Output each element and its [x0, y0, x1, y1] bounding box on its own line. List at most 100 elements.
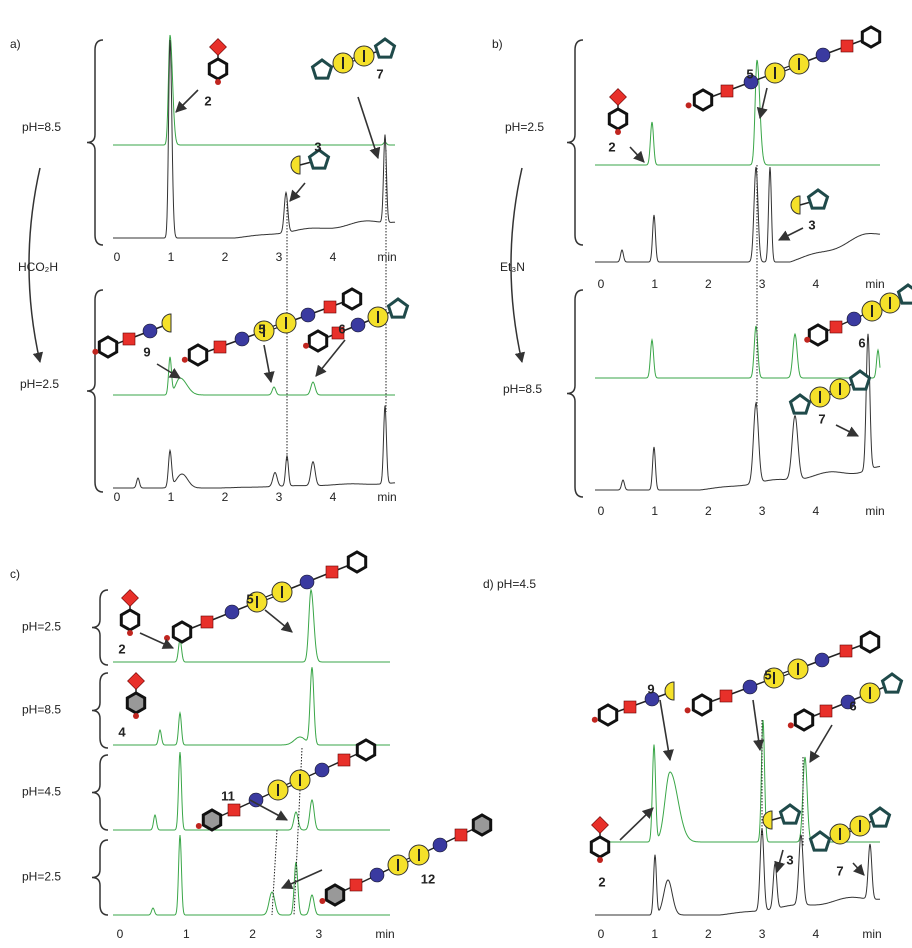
compound-label: 6 [338, 321, 345, 336]
dot-icon [127, 630, 133, 636]
arrow [836, 425, 858, 436]
x-tick-label: 4 [330, 250, 337, 264]
x-tick-label: 0 [598, 277, 605, 291]
pentagon-icon [899, 285, 912, 303]
square-icon [228, 804, 240, 816]
chromatogram-trace [595, 326, 880, 378]
x-tick-label: 1 [651, 927, 658, 941]
square-icon [455, 829, 467, 841]
circle-icon [847, 312, 861, 326]
ring-icon [599, 705, 616, 725]
square-icon [830, 321, 842, 333]
dot-icon [685, 707, 691, 713]
ring-icon [189, 345, 206, 365]
square-icon [350, 879, 362, 891]
dot-icon [215, 79, 221, 85]
half-circle-icon [162, 314, 171, 332]
panel-label: a) [10, 37, 21, 51]
square-icon [840, 645, 852, 657]
square-icon [214, 341, 226, 353]
dot-icon [615, 129, 621, 135]
axis-unit: min [865, 277, 884, 291]
compound-label: 5 [258, 321, 265, 336]
figure: a)pH=8.5pH=2.5HCO₂H01234min01234min27395… [0, 0, 912, 943]
square-icon [720, 690, 732, 702]
compound-label: 12 [421, 871, 435, 886]
x-tick-label: 1 [183, 927, 190, 941]
compound-label: 3 [808, 217, 815, 232]
square-icon [123, 333, 135, 345]
ring-icon [862, 27, 879, 47]
chromatogram-trace [113, 35, 395, 145]
circle-icon [235, 332, 249, 346]
diamond-icon [128, 673, 145, 690]
panel-label: b) [492, 37, 503, 51]
compound-label: 2 [204, 93, 211, 108]
pentagon-icon [781, 805, 800, 823]
x-tick-label: 3 [276, 490, 283, 504]
dot-icon [319, 898, 325, 904]
square-icon [841, 40, 853, 52]
axis-unit: min [377, 490, 396, 504]
compound-label: 7 [836, 863, 843, 878]
dot-icon [788, 722, 794, 728]
chromatogram-trace [113, 406, 395, 488]
compound-label: 5 [764, 667, 771, 682]
dot-icon [597, 857, 603, 863]
panel-label: d) pH=4.5 [483, 577, 536, 591]
arrow [779, 228, 803, 240]
pentagon-icon [313, 60, 332, 78]
compound-label: 3 [314, 139, 321, 154]
circle-icon [300, 575, 314, 589]
half-circle-icon [665, 682, 674, 700]
arrow [620, 808, 653, 840]
reagent-label: HCO₂H [18, 260, 58, 274]
pentagon-icon [871, 808, 890, 826]
compound-label: 7 [818, 411, 825, 426]
reagent-label: Et₃N [500, 260, 525, 274]
circle-icon [433, 838, 447, 852]
condition-label: pH=2.5 [505, 120, 544, 134]
pentagon-icon [376, 39, 395, 57]
compound-label: 9 [143, 344, 150, 359]
square-icon [338, 754, 350, 766]
compound-label: 5 [246, 591, 253, 606]
condition-label: pH=2.5 [22, 620, 61, 634]
compound-label: 5 [746, 66, 753, 81]
compound-label: 2 [608, 139, 615, 154]
compound-label: 9 [647, 681, 654, 696]
x-tick-label: 1 [168, 250, 175, 264]
square-icon [820, 705, 832, 717]
x-tick-label: 0 [114, 490, 121, 504]
compound-label: 7 [376, 66, 383, 81]
chromatogram-trace [113, 40, 395, 238]
dot-icon [303, 343, 309, 349]
ring-icon [609, 109, 626, 129]
x-tick-label: 4 [330, 490, 337, 504]
arrow [265, 610, 292, 632]
arrow [760, 88, 767, 118]
arrow [630, 147, 644, 162]
dot-icon [133, 713, 139, 719]
brace [87, 290, 103, 492]
circle-icon [351, 318, 365, 332]
arrow [777, 850, 783, 872]
dot-icon [164, 635, 170, 641]
compound-label: 6 [849, 698, 856, 713]
x-tick-label: 2 [705, 504, 712, 518]
compound-label: 4 [118, 724, 126, 739]
ring-icon [348, 552, 365, 572]
x-tick-label: 3 [759, 504, 766, 518]
compound-label: 3 [786, 852, 793, 867]
arrow [810, 725, 832, 762]
x-tick-label: 1 [168, 490, 175, 504]
dot-icon [686, 102, 692, 108]
guide-line [272, 830, 277, 915]
condition-label: pH=8.5 [22, 120, 61, 134]
x-tick-label: 4 [812, 504, 819, 518]
dot-icon [592, 717, 598, 723]
condition-label: pH=2.5 [22, 870, 61, 884]
arrow [282, 870, 322, 888]
ring-icon [693, 695, 710, 715]
x-tick-label: 3 [276, 250, 283, 264]
